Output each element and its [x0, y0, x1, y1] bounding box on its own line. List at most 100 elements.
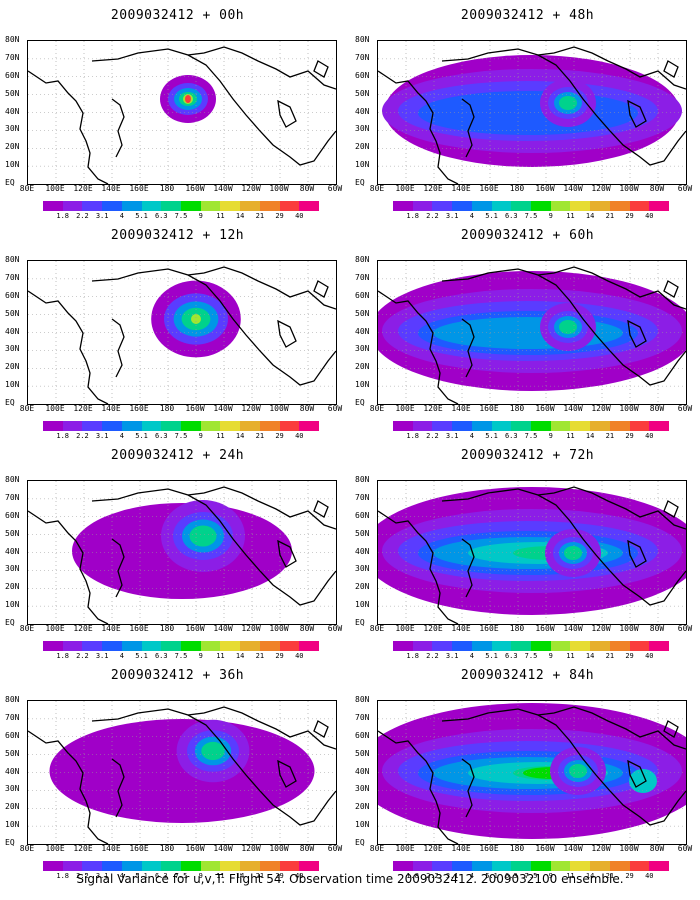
colorbar-swatch: [82, 201, 103, 211]
longitude-label: 80W: [649, 184, 665, 193]
colorbar-tick-label: 7.5: [174, 212, 188, 220]
colorbar-swatch: [220, 201, 241, 211]
latitude-label: 20N: [355, 362, 370, 372]
colorbar-tick-label: 5.1: [485, 652, 498, 660]
colorbar-swatch: [161, 641, 182, 651]
colorbar-tick-label: 3.1: [445, 432, 459, 440]
variance-contour-fill: [189, 525, 217, 547]
colorbar-tick-label: 4: [469, 432, 474, 440]
latitude-label: 40N: [355, 546, 370, 556]
longitude-label: 80E: [19, 184, 35, 193]
longitude-label: 160W: [535, 844, 555, 853]
figure-caption: Signal Variance for u,v,T. Flight 54. Ob…: [76, 872, 624, 886]
longitude-label: 120E: [423, 184, 443, 193]
forecast-panel: 2009032412 + 00h 80N 70N 60N 50N 40N 30N 20N 10N…: [5, 8, 350, 233]
colorbar-tick-label: 40: [645, 212, 654, 220]
colorbar-swatch: [299, 421, 320, 431]
longitude-label: 180: [509, 624, 525, 633]
colorbar-swatch: [200, 421, 221, 431]
colorbar-tick-label: 6.3: [154, 212, 168, 220]
colorbar-tick-label: 6.3: [504, 652, 518, 660]
colorbar-tick-label: 14: [235, 872, 245, 880]
longitude-label: 80E: [369, 184, 385, 193]
latitude-label: 10N: [5, 380, 20, 390]
colorbar: [393, 641, 670, 651]
longitude-label: 80W: [649, 404, 665, 413]
coastline: [627, 759, 647, 788]
coastline: [91, 708, 336, 826]
colorbar-swatch: [279, 201, 300, 211]
colorbar-tick-label: 21: [255, 652, 265, 660]
colorbar: [43, 861, 320, 871]
longitude-label: 80E: [369, 404, 385, 413]
colorbar-swatch: [590, 421, 610, 431]
forecast-panel: 2009032412 + 60h 80N 70N 60N 50N 40N 30N 20N 10N…: [355, 228, 700, 453]
colorbar-swatch: [531, 641, 551, 651]
map-canvas: [378, 261, 686, 404]
latitude-label: 40N: [5, 546, 20, 556]
colorbar-swatch: [220, 641, 241, 651]
colorbar-swatch: [200, 201, 221, 211]
colorbar-swatch: [121, 421, 142, 431]
latitude-label: 80N: [5, 695, 20, 704]
coastline: [663, 720, 679, 738]
longitude-label: 100E: [395, 404, 415, 413]
panel-title: 2009032412 + 48h: [460, 8, 595, 23]
colorbar-tick-label: 3.1: [445, 872, 459, 880]
coastline: [461, 758, 475, 818]
colorbar-swatch: [609, 861, 630, 871]
colorbar-swatch: [629, 421, 650, 431]
longitude-label: 140W: [563, 404, 583, 413]
colorbar-ticks: 1.8 2.2 3.1 4 5.1 6.3 7.5 9 11 14 21 29 40: [43, 652, 319, 662]
latitude-label: 10N: [355, 160, 370, 170]
colorbar-swatch: [471, 861, 492, 871]
colorbar-swatch: [141, 421, 162, 431]
colorbar-swatch: [629, 201, 650, 211]
colorbar-tick-label: 11: [566, 872, 575, 880]
colorbar-swatch: [121, 861, 142, 871]
colorbar-swatch: [550, 201, 571, 211]
colorbar-tick-label: 2.2: [426, 652, 439, 660]
latitude-label: 80N: [5, 35, 20, 44]
colorbar-tick-label: 1.8: [56, 432, 70, 440]
colorbar-swatch: [432, 201, 453, 211]
colorbar-swatch: [570, 861, 591, 871]
longitude-label: 60W: [677, 624, 693, 633]
colorbar-swatch: [43, 641, 63, 651]
colorbar-tick-label: 4: [119, 432, 124, 440]
variance-contour-fill: [569, 764, 587, 778]
colorbar: [43, 421, 320, 431]
longitude-label: 160E: [479, 844, 499, 853]
colorbar-tick-label: 1.8: [56, 652, 70, 660]
colorbar-swatch: [511, 641, 532, 651]
colorbar-tick-label: 9: [548, 652, 553, 660]
latitude-label: 40N: [5, 326, 20, 336]
map-plot: [27, 260, 337, 405]
latitude-label: 10N: [355, 380, 370, 390]
colorbar-tick-label: 9: [198, 432, 203, 440]
colorbar-swatch: [609, 421, 630, 431]
colorbar-swatch: [161, 861, 182, 871]
latitude-label: 10N: [355, 600, 370, 610]
colorbar-swatch: [181, 421, 201, 431]
longitude-label: 140E: [101, 184, 121, 193]
colorbar-tick-label: 2.2: [426, 212, 439, 220]
colorbar-tick-label: 7.5: [174, 652, 188, 660]
latitude-label: 60N: [355, 290, 370, 300]
colorbar-ticks: 1.8 2.2 3.1 4 5.1 6.3 7.5 9 11 14 21 29 40: [43, 872, 319, 882]
latitude-label: 30N: [355, 564, 370, 574]
colorbar-swatch: [259, 421, 280, 431]
longitude-label: 180: [509, 184, 525, 193]
colorbar-tick-label: 4: [469, 872, 474, 880]
latitude-label: 40N: [5, 766, 20, 776]
colorbar-tick-label: 21: [255, 432, 265, 440]
colorbar-tick-label: 21: [605, 432, 615, 440]
colorbar-swatch: [452, 641, 472, 651]
latitude-label: EQ: [355, 398, 365, 407]
colorbar-swatch: [649, 421, 670, 431]
longitude-label: 180: [509, 404, 525, 413]
map-canvas: [28, 481, 336, 624]
colorbar-tick-label: 4: [119, 652, 124, 660]
map-plot: [377, 700, 687, 845]
colorbar-swatch: [432, 861, 453, 871]
